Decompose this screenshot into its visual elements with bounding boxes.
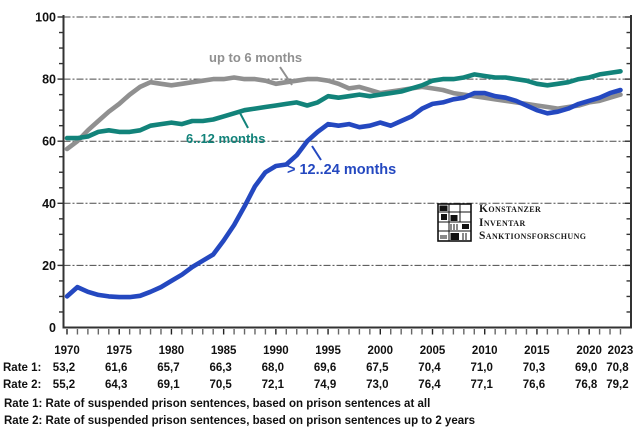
rate2-value-1980: 69,1 [157,379,180,391]
pointer-6-12-months [239,112,249,129]
rate2-value-1985: 70,5 [209,379,232,391]
pointer-up-to-6-months [279,66,293,86]
rate1-row-label: Rate 1: [3,362,42,374]
rate2-value-2005: 76,4 [418,379,441,391]
pointer-over-12-24-months [311,145,322,161]
rate2-row-label: Rate 2: [3,379,42,391]
rate2-value-1995: 74,9 [313,379,337,391]
rate1-value-2000: 67,5 [366,362,389,374]
y-tick-label-20: 20 [42,259,56,273]
rate1-value-2015: 70,3 [522,362,546,374]
year-label-1990: 1990 [263,345,289,357]
kis-logo-block: Konstanzer Inventar Sanktionsforschung [437,203,586,244]
y-tick-label-80: 80 [42,73,56,87]
rate1-value-1995: 69,6 [313,362,337,374]
year-label-2010: 2010 [471,345,498,357]
rate2-value-2023: 79,2 [606,379,629,391]
rate2-value-1990: 72,1 [261,379,285,391]
line-6-12-months [64,69,623,141]
rate1-value-2005: 70,4 [418,362,441,374]
line-up-to-6-months [64,75,623,152]
rate1-value-1970: 53,2 [52,362,76,374]
rate1-value-2020: 69,0 [574,362,598,374]
year-label-1985: 1985 [210,345,237,357]
year-label-2005: 2005 [419,345,446,357]
year-label-1995: 1995 [315,345,341,357]
year-label-1980: 1980 [158,345,185,357]
kis-logo-line-2: Inventar [479,216,526,229]
kis-logo-line-3: Sanktionsforschung [479,230,587,242]
series-label-6-12-months: 6..12 months [186,131,266,146]
year-label-2020: 2020 [576,345,602,357]
y-tick-label-0: 0 [49,321,56,335]
kis-logo-line-1: Konstanzer [479,203,542,215]
footnote-rate2: Rate 2: Rate of suspended prison sentenc… [4,415,475,427]
year-label-2015: 2015 [524,345,550,357]
rate2-value-2010: 77,1 [470,379,493,391]
rate1-value-1985: 66,3 [209,362,232,374]
rate1-value-2023: 70,8 [606,362,629,374]
line-12-24-months [64,87,623,300]
rate2-value-2020: 76,8 [574,379,598,391]
rate1-value-1980: 65,7 [157,362,180,374]
y-tick-label-60: 60 [42,135,56,149]
series-label-up-to-6-months: up to 6 months [209,50,303,65]
rate1-value-1975: 61,6 [105,362,128,374]
rate2-value-2000: 73,0 [366,379,389,391]
kis-logo-icon [437,203,472,242]
line-chart: 0 20 40 60 80 100 [35,11,632,335]
y-tick-label-100: 100 [35,11,56,25]
year-label-1970: 1970 [54,345,80,357]
year-label-2000: 2000 [367,345,394,357]
y-tick-label-40: 40 [42,197,56,211]
rate2-value-2015: 76,6 [522,379,546,391]
year-label-2023: 2023 [607,345,634,357]
rate2-value-1970: 55,2 [52,379,76,391]
rate1-value-2010: 71,0 [470,362,493,374]
rate2-value-1975: 64,3 [105,379,128,391]
footnote-rate1: Rate 1: Rate of suspended prison sentenc… [4,398,431,410]
rate1-value-1990: 68,0 [261,362,285,374]
series-label-over-12-24-months: > 12..24 months [287,162,397,178]
year-label-1975: 1975 [106,345,132,357]
